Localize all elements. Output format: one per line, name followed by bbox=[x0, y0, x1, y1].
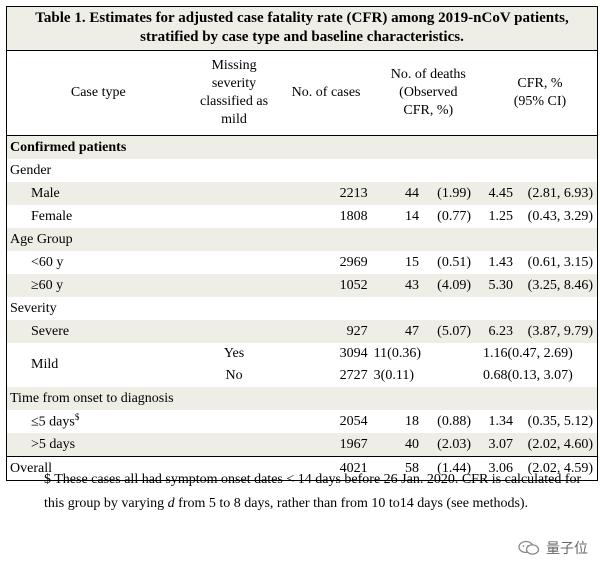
section-row-confirmed: Confirmed patients bbox=[7, 135, 597, 159]
data-table: Case type Missing severity classified as… bbox=[7, 51, 597, 480]
table-row: <60 y 2969 15 (0.51) 1.43 (0.61, 3.15) bbox=[31, 254, 593, 270]
section-confirmed: Confirmed patients bbox=[7, 135, 597, 159]
header-deaths: No. of deaths (Observed CFR, %) bbox=[373, 51, 483, 136]
section-severity: Severity bbox=[10, 300, 57, 316]
header-cases: No. of cases bbox=[278, 51, 374, 136]
table-row-mild: Mild Yes No 3094 2727 11(0.36) 3(0.11) 1… bbox=[31, 346, 573, 383]
watermark: 量子位 bbox=[518, 538, 588, 558]
table-row: Male 2213 44 (1.99) 4.45 (2.81, 6.93) bbox=[7, 182, 597, 205]
section-gender: Gender bbox=[10, 162, 52, 178]
section-onset: Time from onset to diagnosis bbox=[7, 387, 597, 410]
table-row-overall: Overall 4021 58 (1.44) 3.06 (2.02, 4.59) bbox=[7, 456, 597, 480]
section-row-gender: Gender bbox=[7, 159, 597, 182]
wechat-icon bbox=[518, 540, 540, 555]
section-row-onset: Time from onset to diagnosis bbox=[7, 387, 597, 410]
watermark-text: 量子位 bbox=[546, 541, 588, 557]
section-row-severity: Severity bbox=[7, 297, 597, 320]
header-cfr: CFR, % (95% CI) bbox=[482, 51, 597, 136]
table-title: Table 1. Estimates for adjusted case fat… bbox=[7, 7, 597, 51]
table-row: Female 1808 14 (0.77) 1.25 (0.43, 3.29) bbox=[31, 208, 593, 224]
header-row: Case type Missing severity classified as… bbox=[7, 51, 597, 136]
table-row: ≥60 y 1052 43 (4.09) 5.30 (3.25, 8.46) bbox=[7, 274, 597, 297]
table-row: >5 days 1967 40 (2.03) 3.07 (2.02, 4.60) bbox=[7, 433, 597, 457]
table-title-line2: stratified by case type and baseline cha… bbox=[140, 29, 464, 45]
table-row: ≤5 days$ 2054 18 (0.88) 1.34 (0.35, 5.12) bbox=[31, 412, 593, 430]
header-case-type: Case type bbox=[7, 51, 190, 136]
cfr-table: Table 1. Estimates for adjusted case fat… bbox=[6, 6, 598, 481]
header-missing: Missing severity classified as mild bbox=[189, 51, 279, 136]
section-row-age: Age Group bbox=[7, 228, 597, 251]
table-title-line1: Table 1. Estimates for adjusted case fat… bbox=[35, 10, 569, 26]
table-row: Severe 927 47 (5.07) 6.23 (3.87, 9.79) bbox=[7, 320, 597, 343]
table-footnote: $ These cases all had symptom onset date… bbox=[44, 472, 582, 511]
section-age: Age Group bbox=[7, 228, 597, 251]
